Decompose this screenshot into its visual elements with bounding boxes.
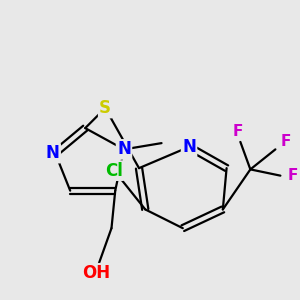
Text: F: F — [233, 124, 243, 140]
Text: N: N — [117, 140, 131, 158]
Text: S: S — [99, 99, 111, 117]
Text: F: F — [280, 134, 291, 149]
Text: OH: OH — [82, 264, 110, 282]
Text: N: N — [46, 144, 60, 162]
Text: F: F — [288, 168, 298, 183]
Text: N: N — [182, 138, 196, 156]
Text: Cl: Cl — [105, 162, 123, 180]
